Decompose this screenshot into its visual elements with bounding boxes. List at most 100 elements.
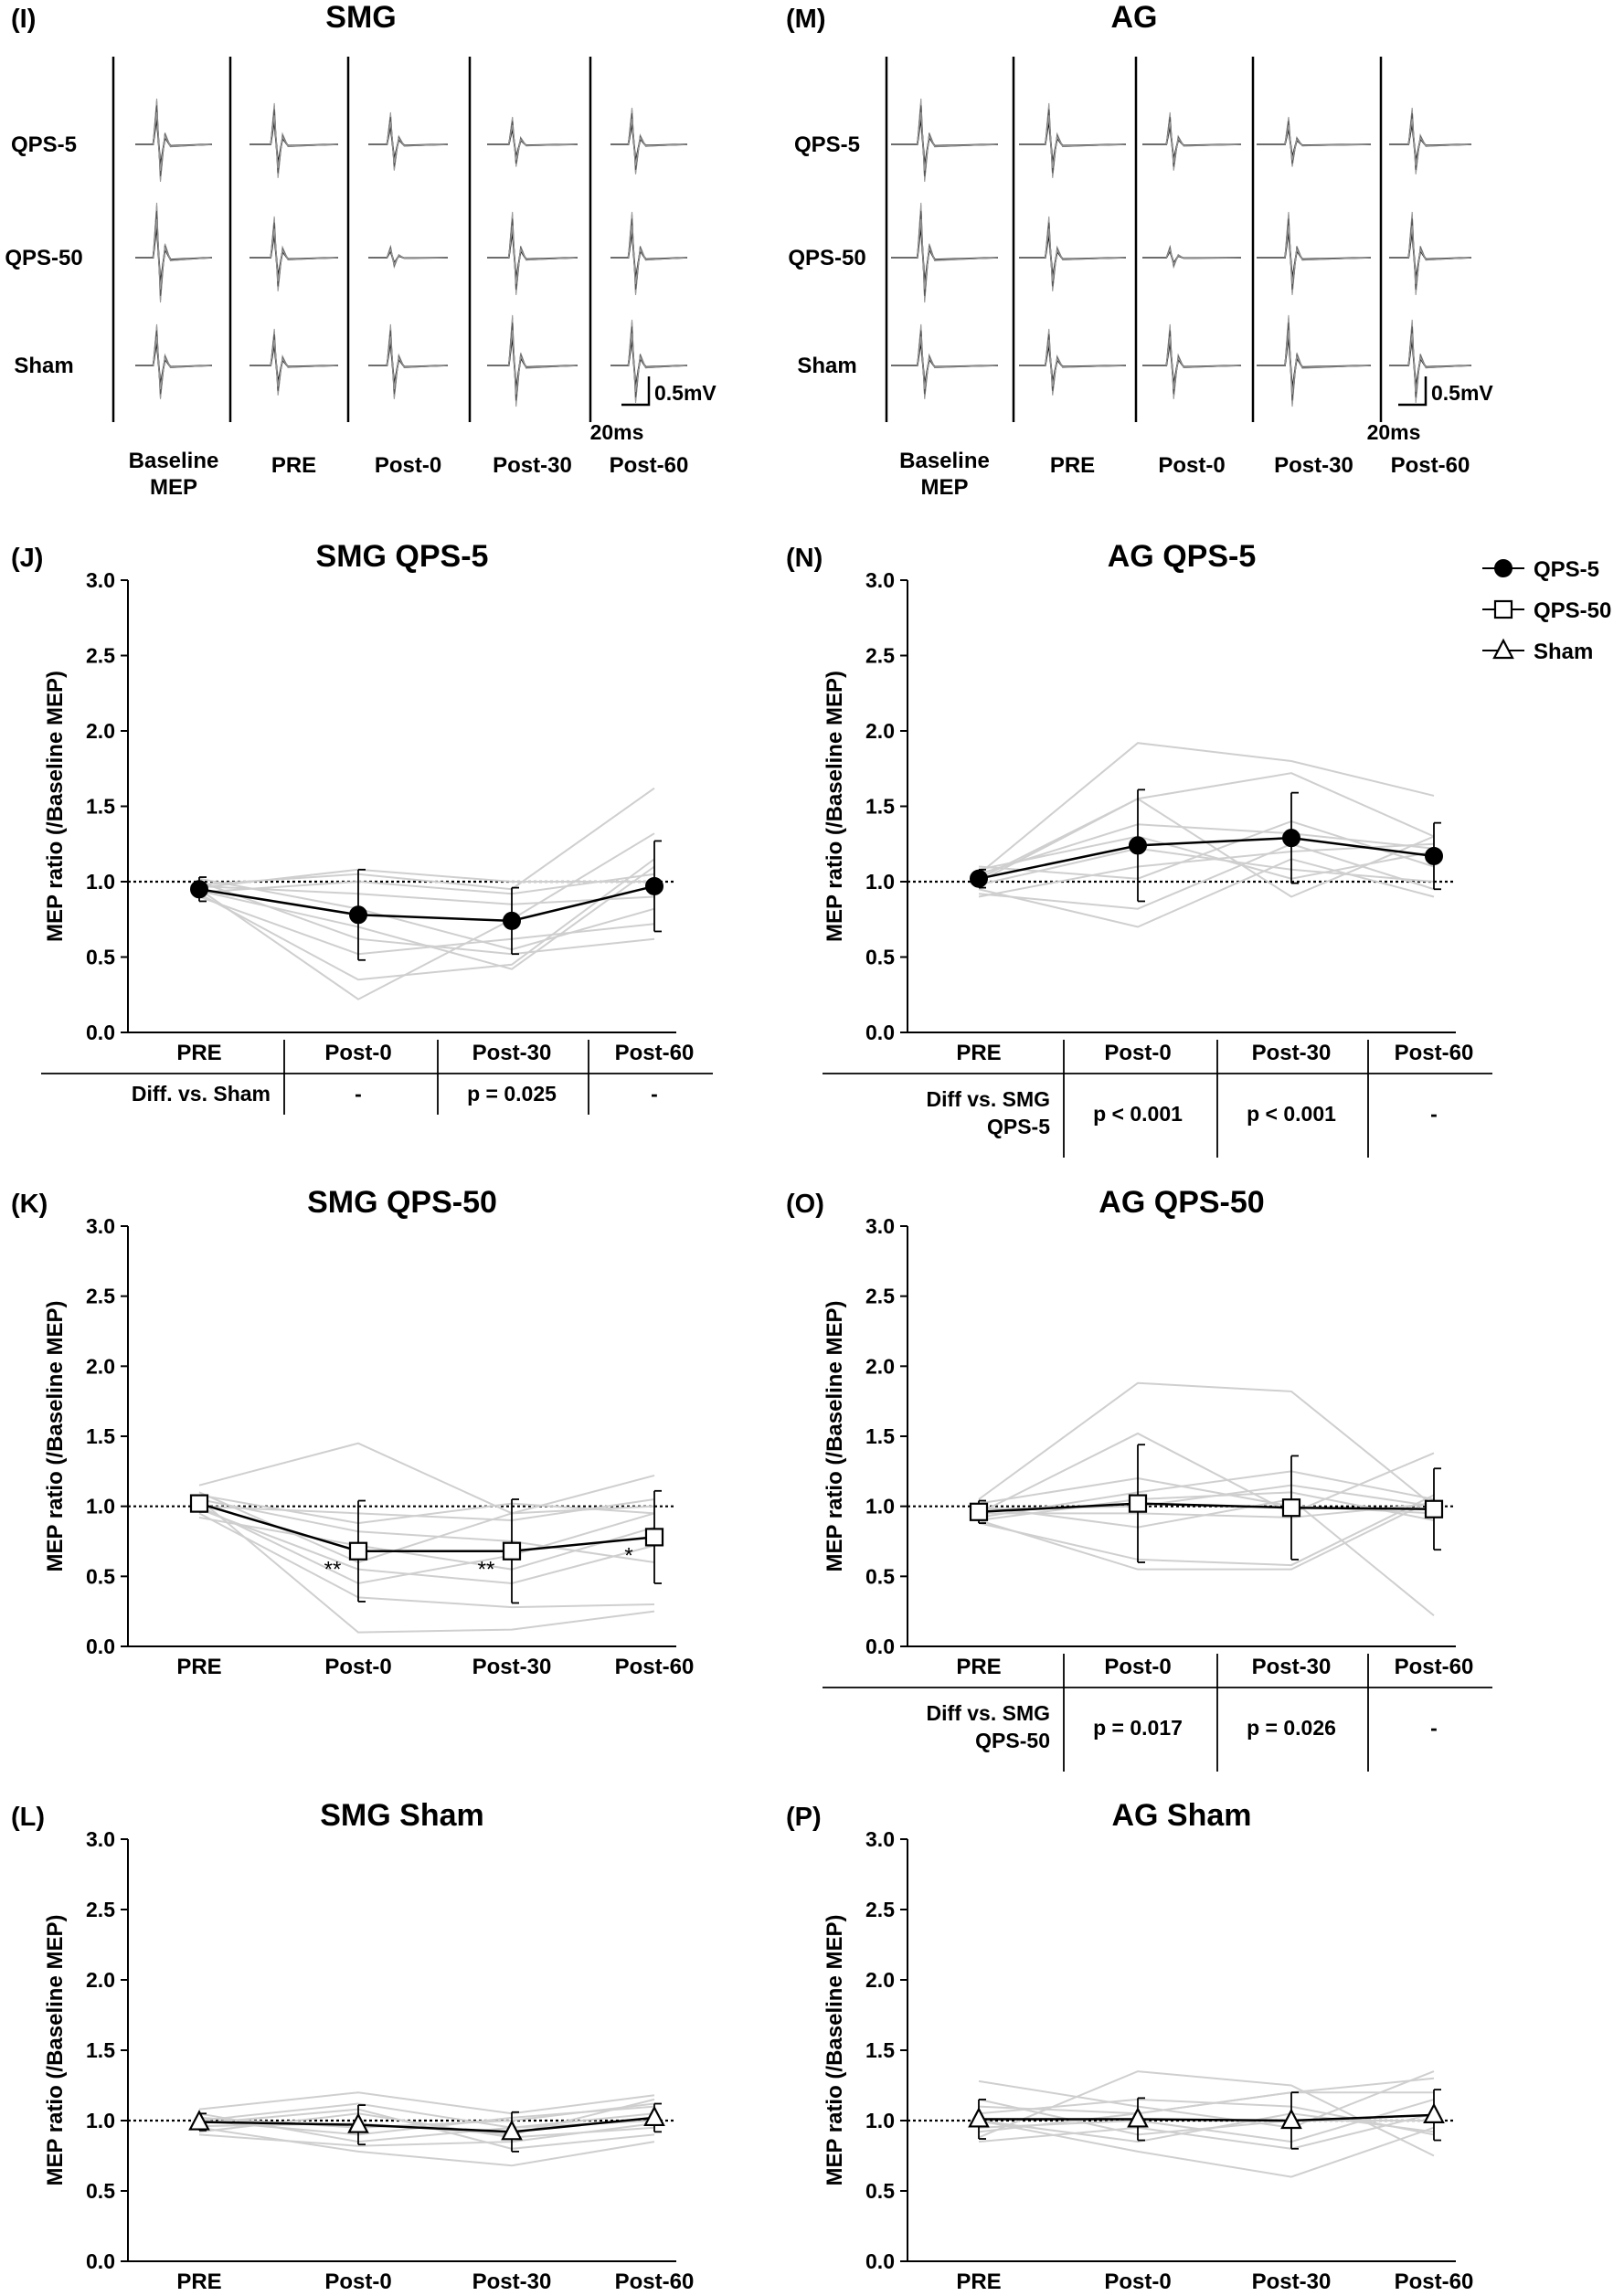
y-tick-label: 2.0 xyxy=(865,719,895,743)
panel-label: (K) xyxy=(11,1190,48,1219)
y-tick-label: 2.0 xyxy=(86,719,115,743)
individual-line xyxy=(978,1498,1435,1571)
table-header: Diff. vs. Sham xyxy=(132,1082,271,1106)
mep-trace xyxy=(368,111,449,171)
mep-trace xyxy=(1389,107,1472,175)
mean-point xyxy=(1424,1499,1444,1518)
mep-trace xyxy=(1019,328,1127,396)
y-tick-label: 1.5 xyxy=(86,795,115,819)
column-label: Post-0 xyxy=(1158,453,1225,478)
chart-N: (N) AG QPS-5 MEP ratio (/Baseline MEP) 0.0 0… xyxy=(786,539,1492,1158)
y-tick-label: 2.5 xyxy=(86,644,115,668)
table-cell: - xyxy=(651,1082,658,1106)
x-category-label: Post-60 xyxy=(1395,1655,1474,1679)
mean-point xyxy=(503,911,521,930)
individual-line xyxy=(978,823,1435,875)
mean-point xyxy=(188,2110,210,2131)
panel-title: SMG QPS-5 xyxy=(316,539,489,574)
y-tick-label: 2.5 xyxy=(865,644,895,668)
scale-ms-label: 20ms xyxy=(590,420,644,444)
individual-line xyxy=(978,2070,1435,2129)
mean-line xyxy=(198,1502,655,1552)
significance-marker: * xyxy=(624,1543,632,1568)
table-cell: - xyxy=(1430,1716,1438,1740)
mep-trace xyxy=(1142,323,1242,399)
row-label: Sham xyxy=(797,354,856,378)
legend-label: Sham xyxy=(1534,640,1593,664)
y-tick-label: 0.5 xyxy=(86,1564,115,1588)
individual-line xyxy=(198,2122,655,2147)
mean-point xyxy=(644,1528,664,1547)
x-category-label: Post-0 xyxy=(324,1041,391,1065)
row-label: Sham xyxy=(14,354,73,378)
x-category-label: PRE xyxy=(956,1041,1001,1065)
mep-trace xyxy=(1389,319,1472,404)
panel-label: (O) xyxy=(786,1190,824,1219)
mep-trace xyxy=(1142,111,1242,171)
legend: QPS-5 QPS-50 Sham xyxy=(1482,557,1611,664)
x-category-label: Post-0 xyxy=(1104,1655,1171,1679)
mep-trace xyxy=(891,202,999,303)
panel-title: AG xyxy=(1111,0,1158,35)
individual-line xyxy=(978,2120,1435,2178)
chart-J: (J) SMG QPS-5 MEP ratio (/Baseline MEP) 0.0… xyxy=(11,539,713,1115)
mean-point xyxy=(1281,1498,1301,1518)
individual-line xyxy=(198,1494,655,1525)
panel-label: (L) xyxy=(11,1803,45,1832)
mep-trace xyxy=(487,116,578,167)
y-tick-label: 0.5 xyxy=(865,2179,895,2203)
x-category-label: Post-30 xyxy=(1252,1655,1332,1679)
column-label: Post-30 xyxy=(1274,453,1353,478)
table-cell: p = 0.026 xyxy=(1247,1716,1336,1740)
panel-title: AG Sham xyxy=(1111,1798,1251,1833)
x-category-label: Post-30 xyxy=(472,2270,552,2294)
mep-trace xyxy=(610,319,688,404)
legend-marker xyxy=(1494,559,1513,577)
y-tick-label: 1.5 xyxy=(865,795,895,819)
stats-table: Diff vs. SMG QPS-50 p = 0.017 p = 0.026 - xyxy=(823,1654,1492,1772)
y-tick-label: 0.5 xyxy=(86,2179,115,2203)
y-tick-label: 1.0 xyxy=(865,2109,895,2132)
y-tick-label: 0.5 xyxy=(86,946,115,969)
individual-line xyxy=(978,742,1435,875)
mean-point xyxy=(1280,2108,1302,2130)
individual-line xyxy=(198,884,655,905)
x-category-label: Post-0 xyxy=(1104,1041,1171,1065)
y-axis-label: MEP ratio (/Baseline MEP) xyxy=(43,1301,68,1572)
individual-line xyxy=(198,865,655,970)
x-category-label: PRE xyxy=(176,1041,221,1065)
mean-point xyxy=(645,876,663,895)
mep-trace xyxy=(1389,211,1472,296)
mep-trace xyxy=(1019,216,1127,291)
x-category-label: Post-30 xyxy=(472,1041,552,1065)
mep-trace xyxy=(1142,244,1242,270)
x-category-label: Post-60 xyxy=(615,1041,695,1065)
individual-line xyxy=(198,1508,655,1585)
column-label: PRE xyxy=(271,453,316,478)
scale-mv-label: 0.5mV xyxy=(654,381,716,405)
y-tick-label: 2.0 xyxy=(865,1968,895,1992)
y-tick-label: 2.5 xyxy=(865,1898,895,1921)
mean-point xyxy=(969,1502,989,1521)
column-label: Post-0 xyxy=(375,453,441,478)
mean-point xyxy=(501,2119,523,2141)
mep-trace xyxy=(1257,116,1372,167)
panel-label: (N) xyxy=(786,544,823,573)
y-tick-label: 3.0 xyxy=(865,1214,895,1238)
mep-trace xyxy=(249,102,339,178)
chart-O: (O) AG QPS-50 MEP ratio (/Baseline MEP) 0.0… xyxy=(786,1185,1492,1772)
y-axis-label: MEP ratio (/Baseline MEP) xyxy=(823,671,847,942)
individual-line xyxy=(978,1381,1435,1508)
mean-line xyxy=(978,836,1435,880)
y-tick-label: 1.5 xyxy=(865,1424,895,1448)
x-category-label: Post-60 xyxy=(1395,1041,1474,1065)
individual-line xyxy=(198,1442,655,1515)
y-tick-label: 1.5 xyxy=(86,2038,115,2062)
y-tick-label: 2.0 xyxy=(86,1354,115,1378)
mep-trace xyxy=(135,323,213,399)
mean-point xyxy=(502,1541,522,1561)
x-category-label: Post-30 xyxy=(1252,1041,1332,1065)
row-label: QPS-5 xyxy=(11,132,77,157)
individual-line xyxy=(978,1497,1435,1617)
mep-trace xyxy=(610,211,688,296)
